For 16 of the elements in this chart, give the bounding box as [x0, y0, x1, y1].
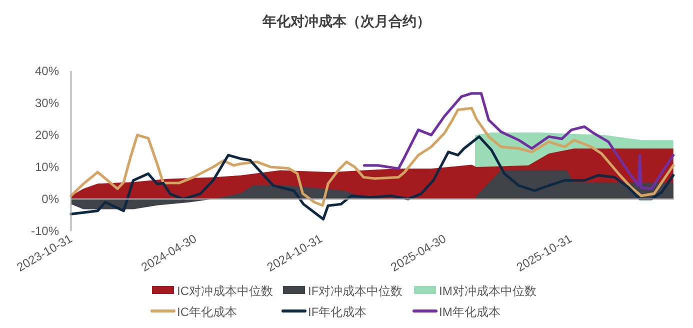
y-tick-label: 10% [34, 160, 60, 174]
legend-label: IC年化成本 [177, 305, 237, 319]
legend-label: IM年化成本 [439, 305, 500, 319]
line-series [362, 92, 675, 190]
y-tick-label: 40% [34, 64, 60, 78]
line-series [70, 106, 675, 207]
y-tick-label: 0% [42, 192, 60, 206]
legend-label: IF年化成本 [308, 305, 367, 319]
y-tick-label: 20% [34, 128, 60, 142]
chart-title: 年化对冲成本（次月合约） [262, 13, 430, 29]
legend-label: IC对冲成本中位数 [177, 284, 273, 298]
y-tick-label: 30% [34, 96, 60, 110]
legend-label: IM对冲成本中位数 [439, 284, 536, 298]
legend-label: IF对冲成本中位数 [308, 284, 403, 298]
y-tick-label: -10% [30, 224, 60, 238]
line-series [70, 135, 675, 220]
